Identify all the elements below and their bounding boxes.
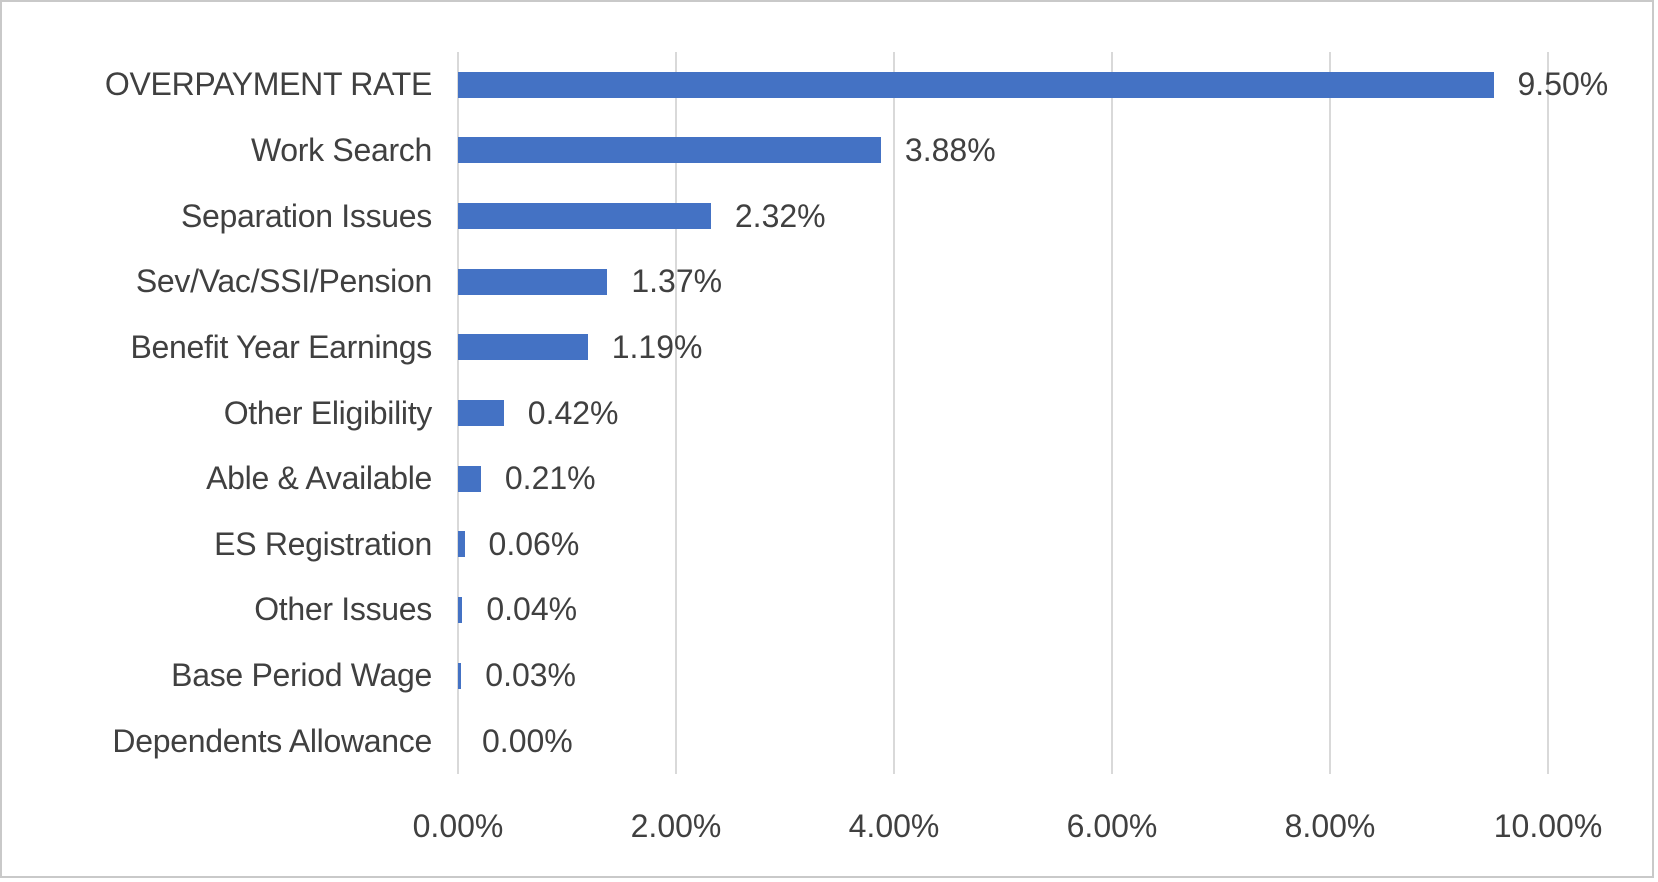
gridline: [1547, 52, 1549, 774]
chart-row: Other Issues 0.04%: [254, 577, 1548, 643]
chart-row: OVERPAYMENT RATE 9.50%: [105, 52, 1608, 118]
value-label: 2.32%: [734, 197, 826, 234]
bar-track: 0.00%: [458, 723, 1548, 760]
category-label: Able & Available: [206, 460, 432, 497]
x-axis: 0.00% 2.00% 4.00% 6.00% 8.00% 10.00%: [413, 808, 1603, 848]
chart-row: Separation Issues 2.32%: [181, 183, 1548, 249]
chart-row: Work Search 3.88%: [251, 118, 1548, 184]
value-label: 0.04%: [486, 591, 578, 628]
value-label: 0.42%: [527, 394, 619, 431]
category-label: Benefit Year Earnings: [130, 328, 433, 365]
x-axis-tick-label: 2.00%: [630, 808, 722, 844]
x-axis-tick-label: 0.00%: [412, 808, 504, 844]
category-label: Sev/Vac/SSI/Pension: [135, 263, 432, 300]
chart-row: Base Period Wage 0.03%: [171, 643, 1548, 709]
category-label: Base Period Wage: [171, 657, 432, 694]
chart-row: Sev/Vac/SSI/Pension 1.37%: [136, 249, 1548, 315]
gridline: [1111, 52, 1113, 774]
value-label: 0.06%: [488, 525, 580, 562]
bar-track: 2.32%: [458, 198, 1548, 235]
bar: [458, 400, 504, 427]
bar-track: 0.03%: [458, 657, 1548, 694]
bar: [458, 203, 711, 230]
bar-track: 0.04%: [458, 591, 1548, 628]
value-label: 1.19%: [611, 328, 703, 365]
bar: [458, 662, 462, 689]
bar-track: 1.37%: [458, 263, 1548, 300]
value-label: 3.88%: [904, 131, 996, 168]
x-axis-tick-label: 8.00%: [1284, 808, 1376, 844]
x-axis-tick-label: 4.00%: [848, 808, 940, 844]
chart-row: Other Eligibility 0.42%: [224, 380, 1548, 446]
bar: [458, 596, 463, 623]
bar-track: 1.19%: [458, 329, 1548, 366]
category-label: Other Eligibility: [223, 394, 433, 431]
bar-track: 3.88%: [458, 132, 1548, 169]
chart-row: Benefit Year Earnings 1.19%: [131, 315, 1548, 381]
chart-row: Able & Available 0.21%: [206, 446, 1548, 512]
bar: [458, 268, 608, 295]
value-label: 9.50%: [1517, 66, 1609, 103]
category-label: ES Registration: [214, 525, 432, 562]
bar-track: 9.50%: [458, 66, 1608, 103]
plot-area: OVERPAYMENT RATE 9.50% Work Search 3.88%…: [105, 52, 1608, 774]
bar: [458, 71, 1494, 98]
bar: [458, 465, 481, 492]
category-label: Work Search: [250, 131, 432, 168]
bar: [458, 531, 465, 558]
gridline: [1329, 52, 1331, 774]
category-label: OVERPAYMENT RATE: [104, 66, 432, 103]
category-label: Separation Issues: [180, 197, 432, 234]
x-axis-tick-label: 10.00%: [1493, 808, 1603, 844]
bar-track: 0.42%: [458, 395, 1548, 432]
bar-rows: OVERPAYMENT RATE 9.50% Work Search 3.88%…: [105, 52, 1608, 774]
value-label: 0.03%: [485, 657, 576, 694]
bar: [458, 334, 588, 361]
value-label: 0.00%: [482, 722, 573, 759]
bar-track: 0.06%: [458, 526, 1548, 563]
x-axis-tick-label: 6.00%: [1066, 808, 1158, 844]
bar: [458, 137, 881, 164]
value-label: 0.21%: [504, 460, 596, 497]
gridline: [675, 52, 677, 774]
gridline: [893, 52, 895, 774]
chart-row: Dependents Allowance 0.00%: [112, 708, 1548, 774]
category-label: Dependents Allowance: [112, 722, 432, 759]
chart-row: ES Registration 0.06%: [214, 511, 1548, 577]
value-label: 1.37%: [631, 263, 723, 300]
bar-track: 0.21%: [458, 460, 1548, 497]
category-label: Other Issues: [254, 591, 432, 628]
